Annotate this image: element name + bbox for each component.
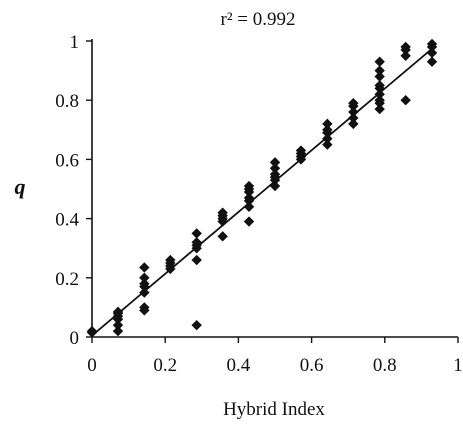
data-point (426, 47, 438, 59)
data-point (374, 80, 385, 91)
data-point (348, 112, 359, 124)
data-point (86, 327, 98, 338)
y-tick-label: 0.2 (55, 269, 79, 290)
y-tick-label: 1 (70, 32, 80, 53)
data-point (322, 118, 333, 130)
x-tick-label: 0 (87, 355, 97, 376)
y-tick-label: 0 (70, 328, 80, 349)
data-point (112, 325, 124, 337)
data-point (139, 262, 150, 273)
x-tick-label: 0.8 (373, 355, 397, 376)
data-point (348, 118, 359, 130)
data-point (139, 278, 150, 289)
data-point (400, 50, 411, 61)
data-point (400, 95, 411, 106)
data-point (269, 180, 281, 192)
data-point (322, 133, 333, 144)
data-point (374, 89, 385, 100)
x-axis-title: Hybrid Index (223, 399, 325, 420)
data-point (191, 319, 202, 331)
data-point (322, 124, 333, 135)
data-point (243, 180, 255, 192)
data-point (374, 95, 385, 106)
y-axis-title: q (15, 174, 26, 199)
data-point (348, 106, 359, 118)
data-point (374, 103, 385, 115)
data-point (426, 38, 438, 50)
data-point (322, 139, 333, 150)
data-point (165, 254, 176, 266)
data-point (112, 306, 124, 318)
data-point (191, 237, 202, 248)
y-tick-label: 0.8 (55, 91, 79, 112)
data-point (426, 56, 438, 67)
data-point (400, 41, 411, 53)
data-point (374, 65, 385, 76)
data-point (269, 157, 281, 168)
chart-title: r² = 0.992 (221, 9, 296, 30)
data-point (139, 302, 150, 313)
data-point (243, 201, 255, 212)
plot-area: 0 0.2 0.4 0.6 0.8 1 0 0.2 0.4 0.6 0.8 1 (55, 32, 463, 376)
data-point (191, 254, 202, 266)
data-point (269, 169, 281, 180)
regression-line (91, 47, 433, 337)
y-tick-label: 0.4 (55, 210, 79, 231)
data-point (112, 319, 124, 331)
data-point (191, 228, 202, 239)
data-point (374, 71, 385, 82)
data-point (269, 163, 281, 174)
data-point (139, 287, 150, 298)
data-point (243, 216, 255, 227)
data-point (374, 56, 385, 67)
data-point (217, 231, 228, 242)
y-tick-label: 0.6 (55, 150, 79, 171)
data-point (243, 192, 255, 204)
x-tick-label: 1 (453, 355, 463, 376)
x-tick-label: 0.6 (300, 355, 324, 376)
x-tick-label: 0.4 (227, 355, 251, 376)
x-tick-label: 0.2 (153, 355, 177, 376)
data-point (139, 272, 150, 283)
data-point (348, 97, 359, 109)
data-point (217, 207, 228, 218)
data-point (295, 145, 307, 156)
